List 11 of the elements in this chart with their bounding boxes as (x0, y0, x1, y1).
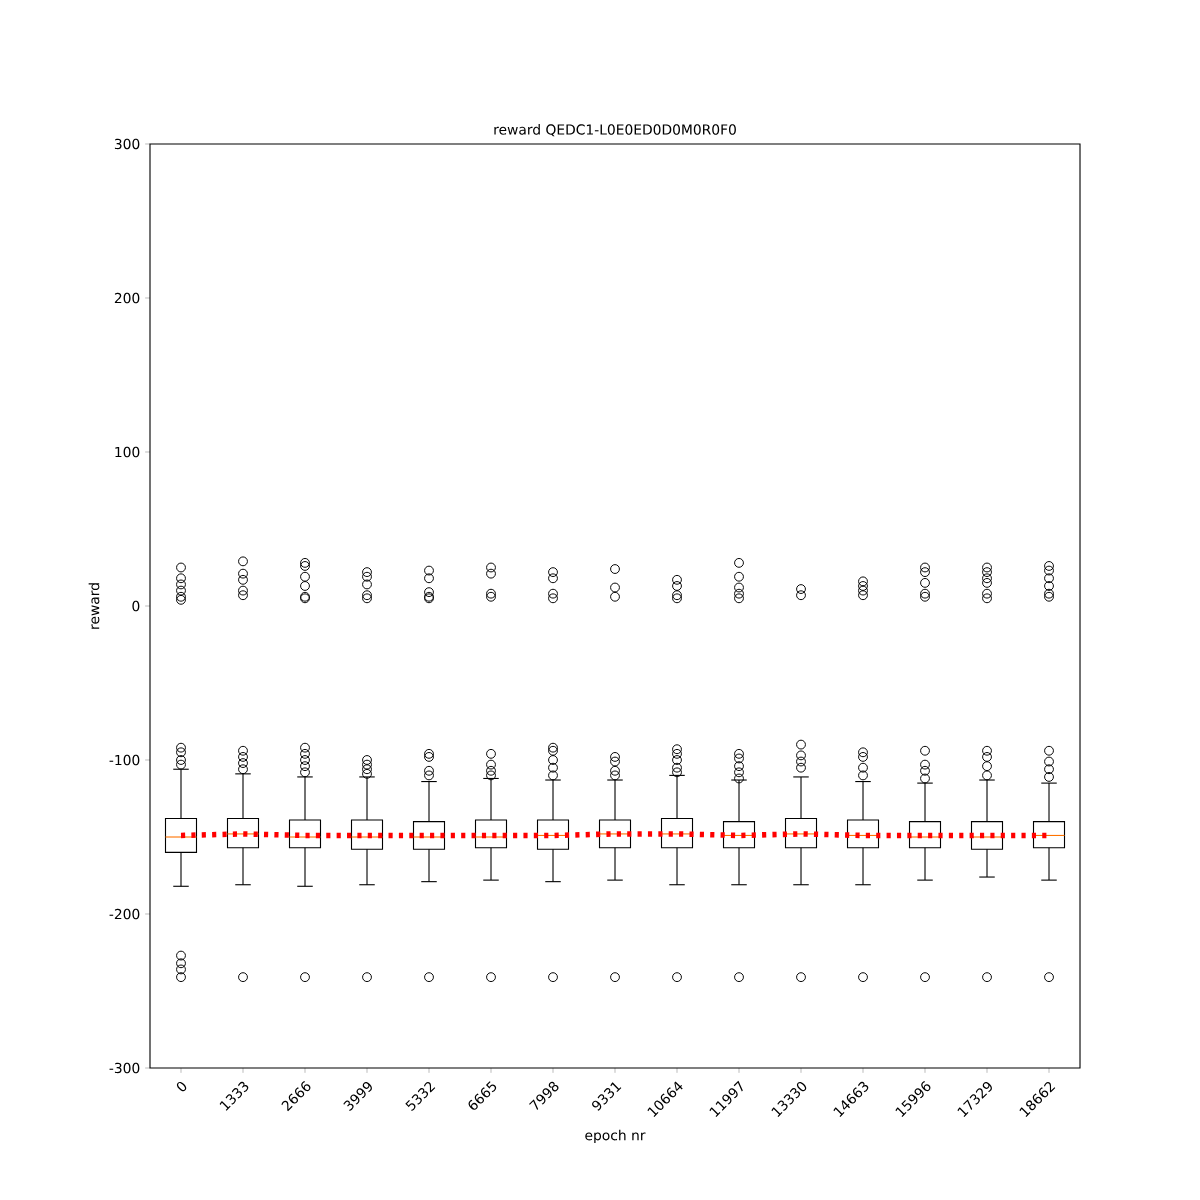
y-tick-label: -100 (109, 754, 140, 766)
y-tick-label: 300 (114, 138, 140, 150)
y-tick-label: -300 (109, 1062, 140, 1074)
x-axis-title: epoch nr (585, 1129, 646, 1144)
y-tick-label: 200 (114, 292, 140, 304)
chart-title: reward QEDC1-L0E0ED0D0M0R0F0 (494, 124, 736, 137)
y-tick-label: 0 (132, 600, 140, 612)
y-tick-label: -200 (109, 908, 140, 920)
y-tick-label: 100 (115, 446, 140, 458)
y-axis-title: reward (88, 583, 100, 629)
x-tick-label: 0 (176, 1081, 187, 1092)
